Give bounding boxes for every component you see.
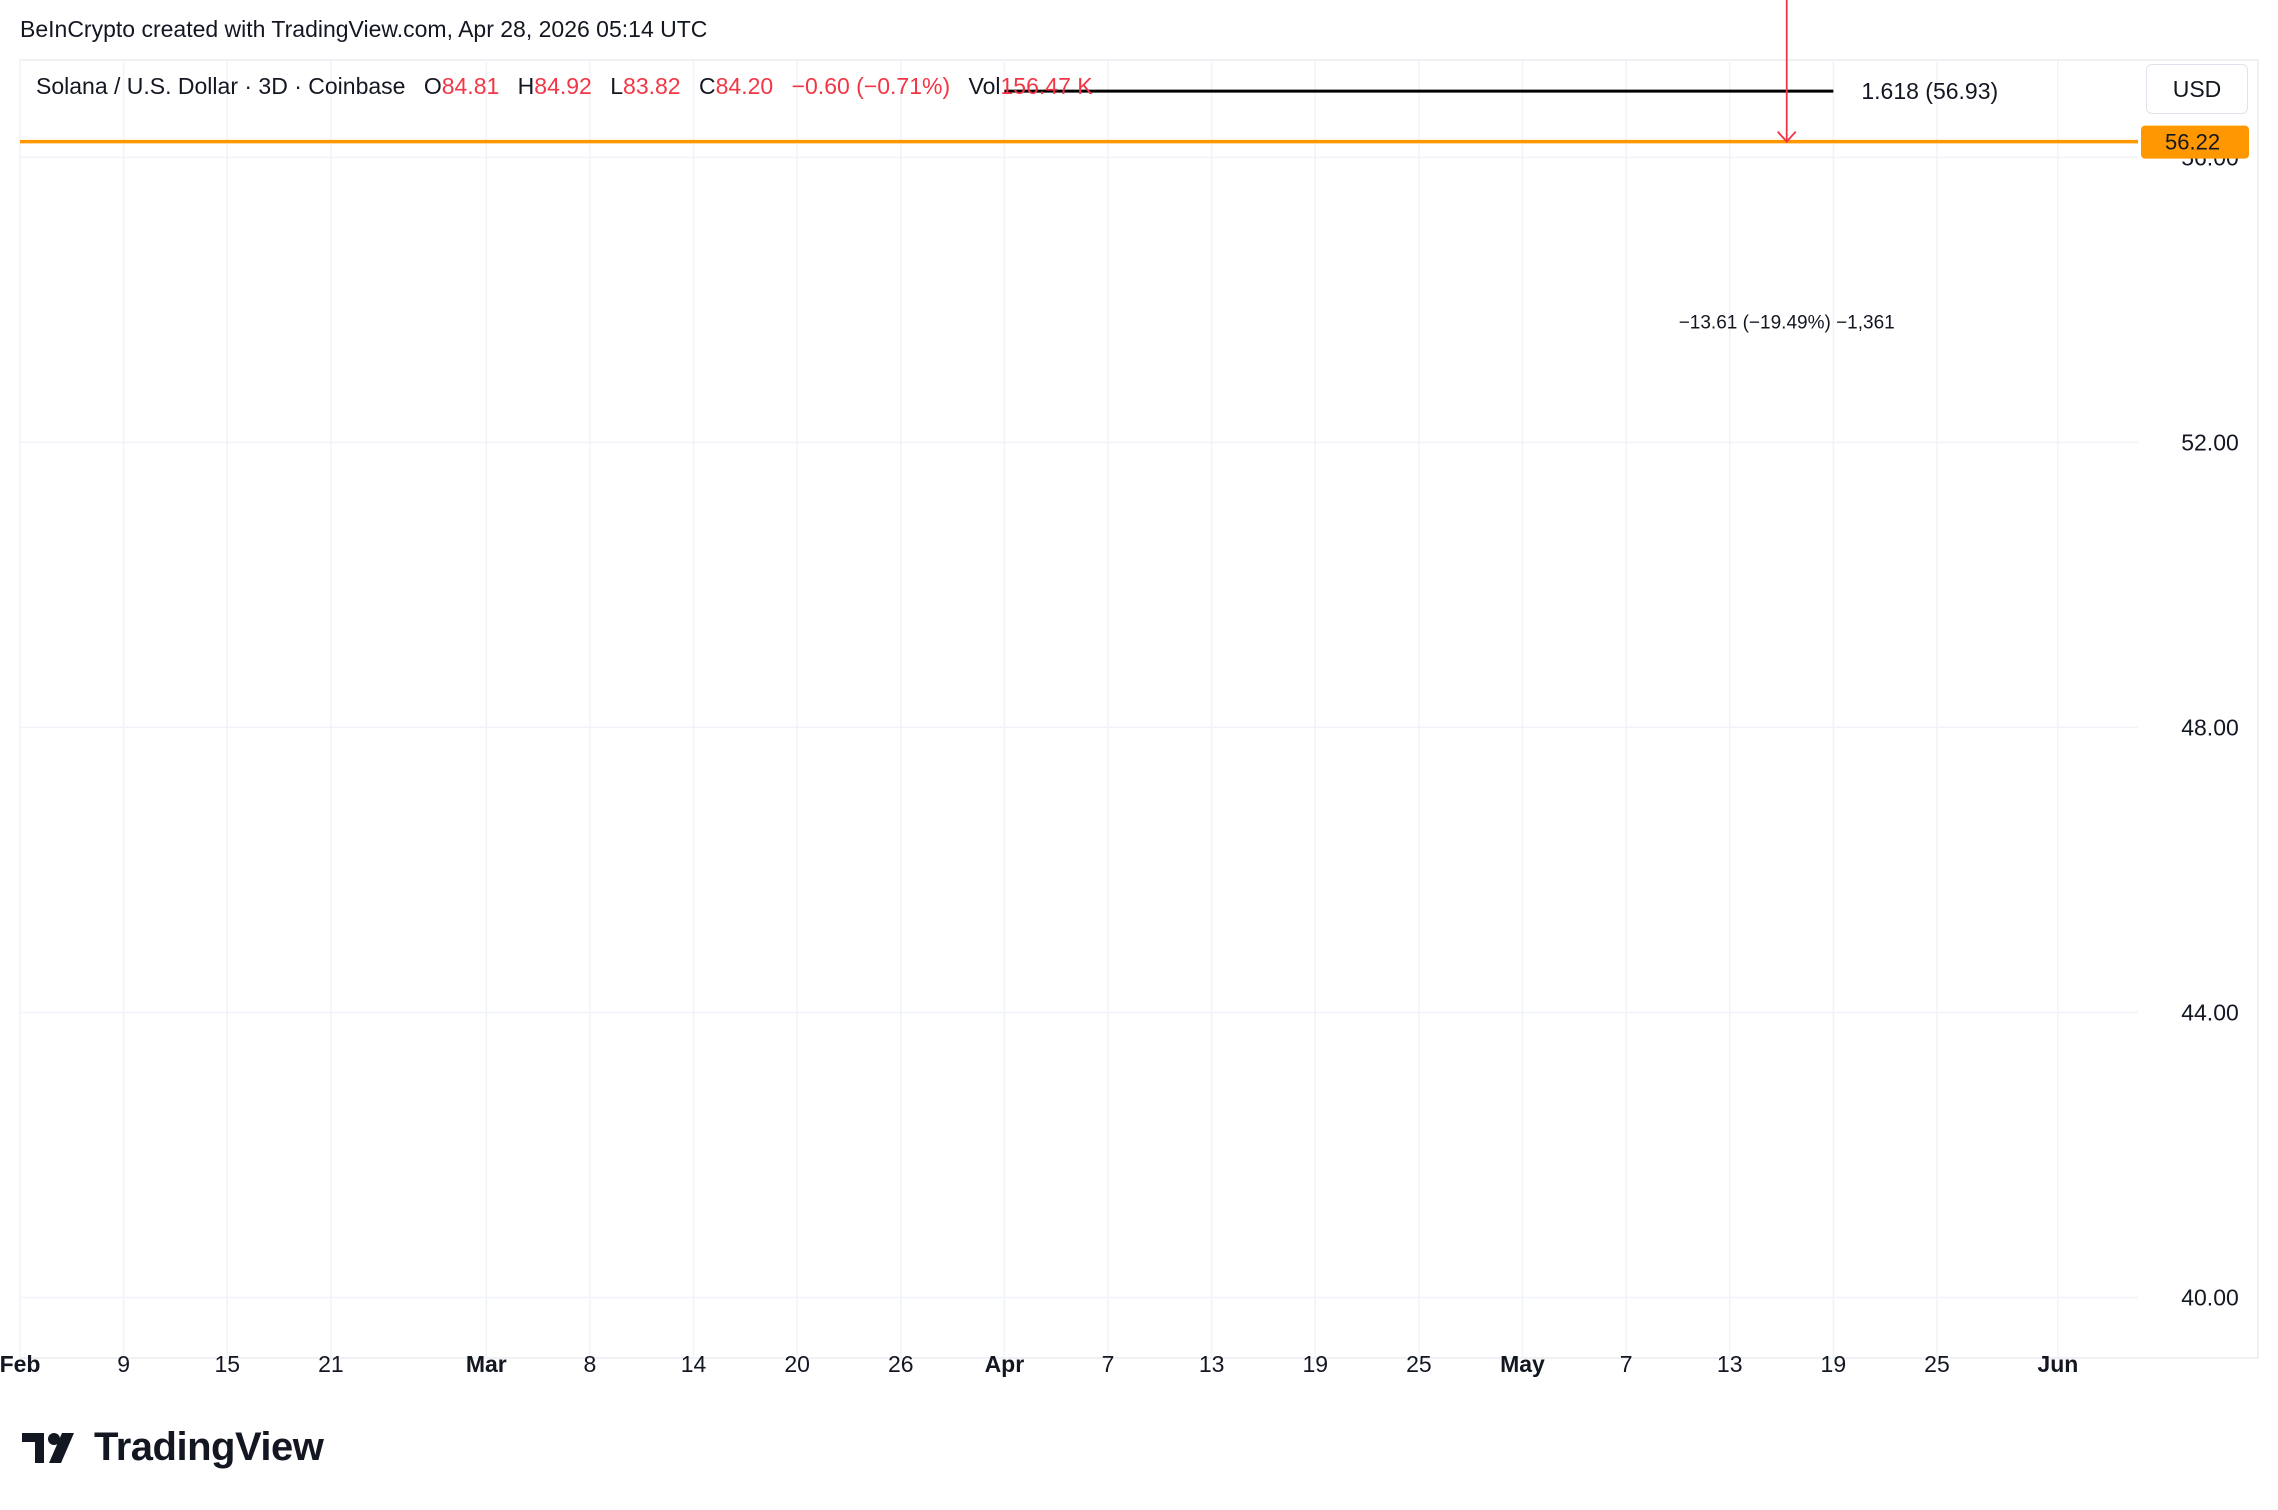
y-tick-label: 40.00: [2181, 1285, 2239, 1311]
price-axis: 104.00100.0096.0092.0088.0084.0080.0076.…: [2181, 144, 2239, 1311]
x-tick-label: 26: [888, 1351, 914, 1377]
x-tick-label: 8: [584, 1351, 597, 1377]
fib-level-label: 1.618 (56.93): [1861, 78, 1998, 104]
measure-label: −13.61 (−19.49%) −1,361: [1679, 312, 1895, 333]
low-value: 83.82: [623, 73, 681, 99]
y-tick-label: 52.00: [2181, 429, 2239, 455]
y-tick-label: 48.00: [2181, 714, 2239, 740]
x-tick-label: 21: [318, 1351, 344, 1377]
high-value: 84.92: [534, 73, 592, 99]
x-tick-label: 19: [1302, 1351, 1328, 1377]
measurement-annotations: −19.03 (−19.48%) −1,903−6.32 (−7.50%) −6…: [1679, 0, 1895, 333]
x-tick-label: 15: [214, 1351, 240, 1377]
chart-credit: BeInCrypto created with TradingView.com,…: [20, 16, 708, 42]
horizontal-levels: [20, 139, 2138, 144]
x-tick-label: 9: [117, 1351, 130, 1377]
tradingview-logo-icon: [22, 1432, 74, 1463]
x-tick-label: 14: [681, 1351, 707, 1377]
level-price-tag-value: 56.22: [2165, 130, 2220, 155]
chart-grid: [19, 59, 2259, 1359]
y-tick-label: 44.00: [2181, 999, 2239, 1025]
fibonacci-retracement: 0 (91.07)0.236 (86.09)0.382 (83.01)0.5 (…: [1004, 78, 1998, 104]
plot-frame: [19, 59, 2259, 1359]
change-value: −0.60 (−0.71%): [792, 73, 951, 99]
x-tick-label: May: [1500, 1351, 1545, 1377]
x-tick-label: Apr: [985, 1351, 1025, 1377]
x-tick-label: 19: [1821, 1351, 1847, 1377]
x-tick-label: 7: [1102, 1351, 1115, 1377]
measure-arrow-head: [1777, 131, 1797, 144]
legend-ohlc: Solana / U.S. Dollar · 3D · Coinbase O84…: [36, 73, 1093, 99]
open-value: 84.81: [442, 73, 500, 99]
price-tags: 97.6484.202d 19h56.22: [2141, 125, 2249, 159]
symbol-name: Solana / U.S. Dollar · 3D · Coinbase: [36, 73, 405, 99]
volume-value: 156.47 K: [1001, 73, 1094, 99]
currency-button[interactable]: USD: [2146, 64, 2248, 114]
tradingview-logo[interactable]: TradingView: [22, 1425, 324, 1470]
x-tick-label: 13: [1717, 1351, 1743, 1377]
x-tick-label: Jun: [2037, 1351, 2078, 1377]
x-tick-label: 25: [1406, 1351, 1432, 1377]
x-tick-label: 13: [1199, 1351, 1225, 1377]
x-tick-label: 20: [784, 1351, 810, 1377]
x-tick-label: Mar: [466, 1351, 507, 1377]
close-value: 84.20: [716, 73, 774, 99]
time-axis: Feb 9 15 21 Mar 8 14 20 26 Apr 7 13 19 25 May 7 13 19 25 Ju…: [0, 1351, 2078, 1377]
tradingview-logo-text: TradingView: [94, 1425, 324, 1469]
x-tick-label: Feb: [0, 1351, 40, 1377]
level-price-tag: [2141, 125, 2249, 159]
x-tick-label: 25: [1924, 1351, 1950, 1377]
x-tick-label: 7: [1620, 1351, 1633, 1377]
